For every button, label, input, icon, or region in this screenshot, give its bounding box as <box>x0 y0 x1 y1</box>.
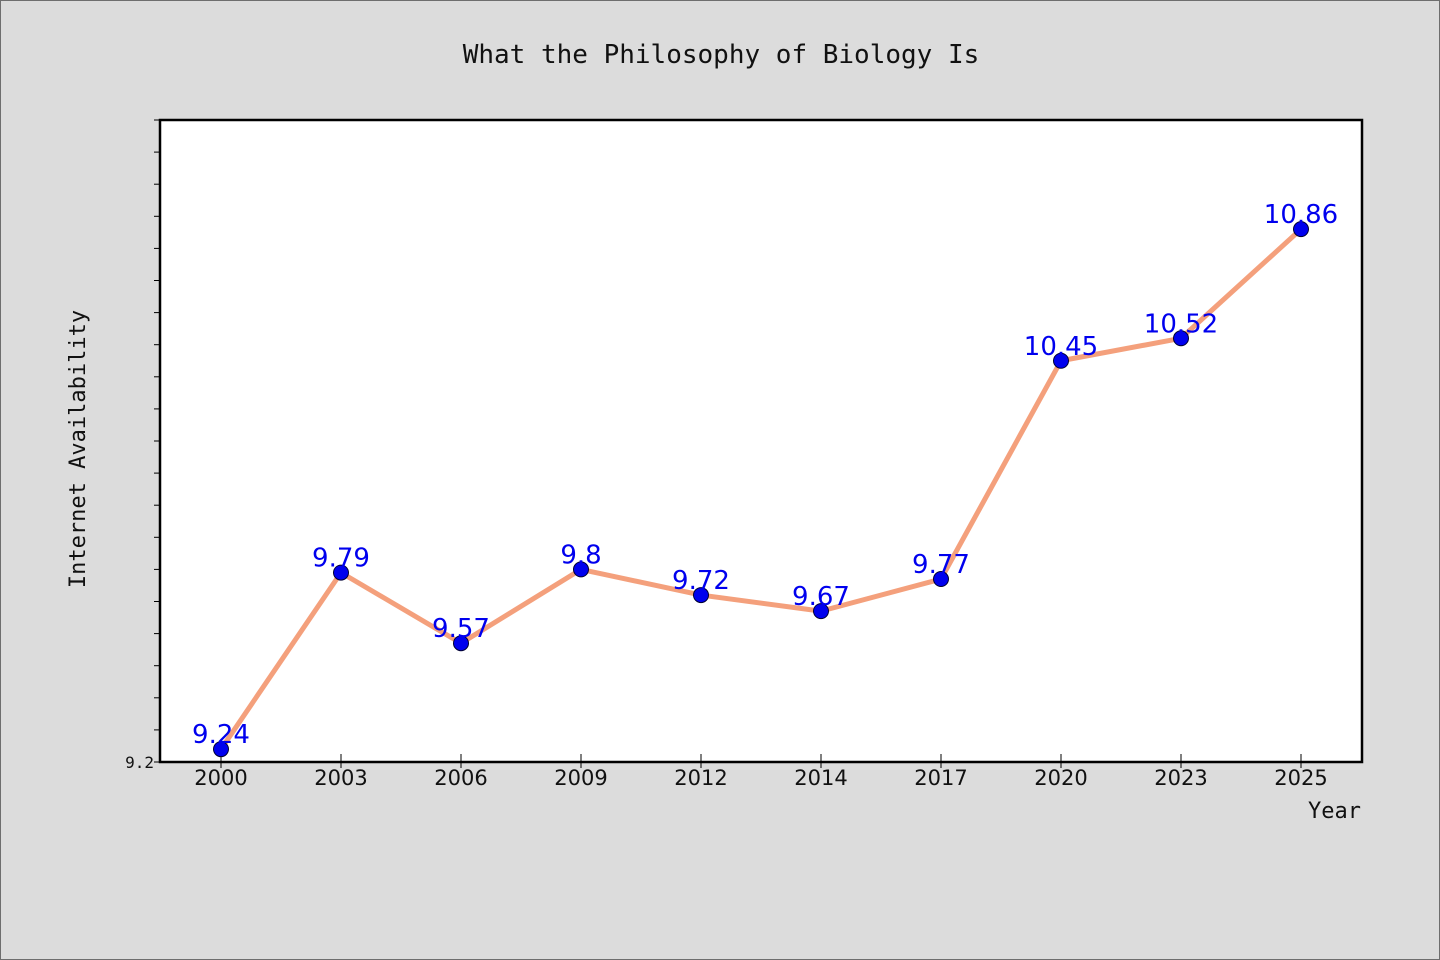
series-line <box>218 226 1304 752</box>
data-point-marker <box>453 635 469 652</box>
data-point-marker <box>573 561 589 578</box>
x-tick-label: 2017 <box>914 766 967 790</box>
data-label: 9.72 <box>672 566 730 596</box>
data-point-marker <box>693 587 709 604</box>
x-tick-label: 2012 <box>674 766 727 790</box>
x-tick-label: 2006 <box>434 766 487 790</box>
x-tick-label: 2025 <box>1274 766 1327 790</box>
series-line-group <box>218 226 1304 752</box>
x-axis-label: Year <box>1308 799 1361 824</box>
x-tick-label: 2014 <box>794 766 847 790</box>
data-label: 9.24 <box>192 720 250 750</box>
y-tick-label: 9.2 <box>125 753 154 772</box>
data-point-marker <box>1173 330 1189 347</box>
data-label: 9.67 <box>792 582 850 612</box>
data-point-marker <box>1053 352 1069 369</box>
x-tick-label: 2009 <box>554 766 607 790</box>
x-tick-label: 2000 <box>194 766 247 790</box>
data-label: 10.86 <box>1264 200 1338 230</box>
data-labels: 9.24 9.79 9.57 9.8 9.72 9.67 9.77 10.45 10.52 10.… <box>192 200 1338 750</box>
data-label: 10.45 <box>1024 332 1098 362</box>
data-point-marker <box>933 571 949 588</box>
data-point-marker <box>333 564 349 581</box>
y-axis-ticks: 9.2 <box>125 119 160 772</box>
data-point-marker <box>1293 221 1309 238</box>
data-label: 9.8 <box>560 540 601 570</box>
data-label: 10.52 <box>1144 309 1218 339</box>
x-tick-label: 2020 <box>1034 766 1087 790</box>
y-axis-label: Internet Availability <box>66 310 91 588</box>
x-tick-label: 2003 <box>314 766 367 790</box>
x-axis-ticks: 2000 2003 2006 2009 2012 2014 2017 2020 2023 2025 <box>194 754 1328 790</box>
data-label: 9.57 <box>432 614 490 644</box>
data-label: 9.79 <box>312 544 370 574</box>
data-point-marker <box>813 603 829 620</box>
data-label: 9.77 <box>912 550 970 580</box>
chart-title: What the Philosophy of Biology Is <box>463 40 980 70</box>
plot-area <box>158 118 1364 764</box>
x-tick-label: 2023 <box>1154 766 1207 790</box>
data-point-marker <box>213 741 229 758</box>
data-markers <box>213 221 1309 758</box>
